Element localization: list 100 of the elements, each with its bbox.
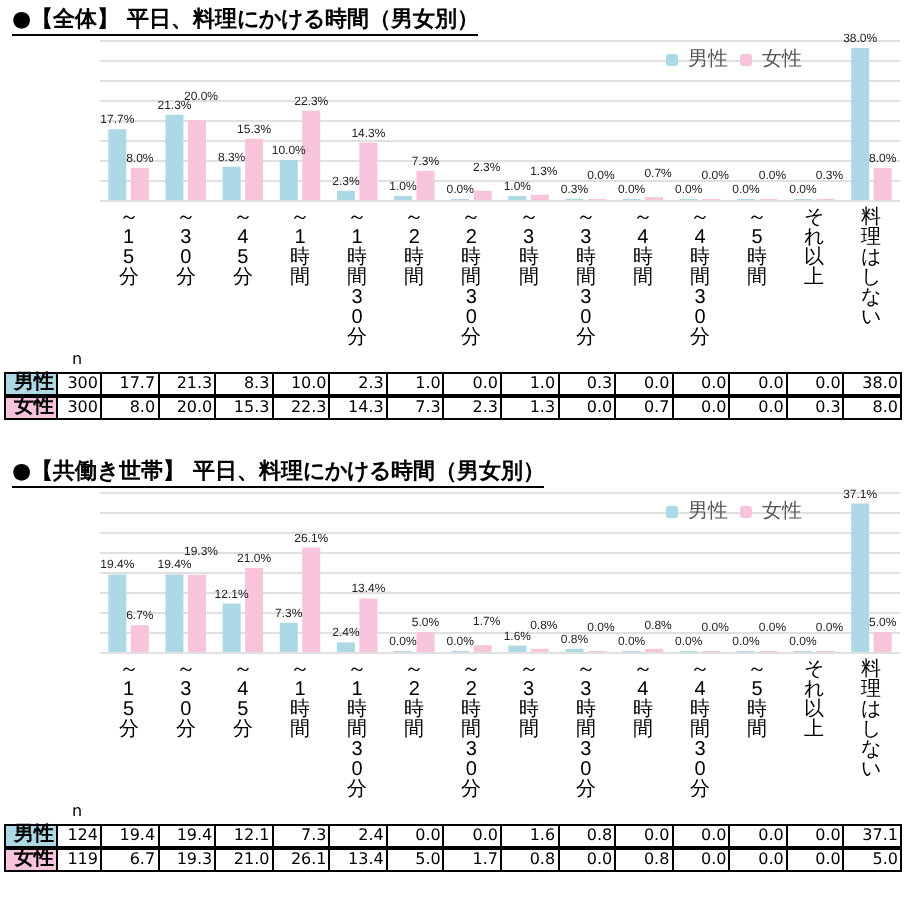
text: 0.0 — [442, 372, 502, 396]
bar — [851, 48, 870, 200]
x-tick-label: ～2時間 — [404, 659, 425, 741]
text: 0.0 — [671, 372, 731, 396]
x-tick-label: ～1時間 — [290, 207, 310, 289]
text: 5.0 — [385, 848, 445, 872]
text: 300 — [56, 372, 102, 396]
text: 0.0 — [728, 396, 788, 420]
bar — [245, 568, 264, 652]
x-tick-label: ～15分 — [118, 659, 139, 741]
x-tick-label: ～45分 — [232, 207, 253, 289]
text: 0.0 — [557, 396, 617, 420]
text: 38.0 — [842, 372, 902, 396]
bar — [416, 170, 435, 200]
text: 19.4 — [157, 824, 217, 848]
text: 0.0 — [785, 372, 845, 396]
bar — [359, 598, 378, 652]
bar — [473, 645, 492, 652]
text: 5.0 — [842, 848, 902, 872]
legend-label: 女性 — [762, 47, 802, 71]
bar — [851, 503, 870, 652]
text: n — [72, 802, 83, 820]
x-tick-label: ～3時間 — [518, 659, 539, 741]
text: 12.1 — [214, 824, 274, 848]
text: 1.7 — [442, 848, 502, 872]
text: 17.7 — [100, 372, 160, 396]
text: 1.0 — [385, 372, 445, 396]
bar — [873, 168, 892, 200]
text: 0.0 — [671, 824, 731, 848]
x-tick-label: ～15分 — [118, 207, 139, 289]
bar — [130, 625, 149, 652]
bar — [508, 645, 527, 652]
x-tick-label: ～4時間 — [632, 207, 653, 289]
x-tick-label: ～1時間30分 — [347, 659, 368, 801]
text: 0.8 — [614, 848, 674, 872]
bar — [530, 194, 549, 200]
x-tick-label: ～2時間30分 — [461, 659, 482, 801]
x-tick-label: 料理はしない — [861, 657, 882, 781]
chart-title: ●【共働き世帯】 平日、料理にかける時間（男女別） — [12, 456, 545, 488]
text: 0.0 — [442, 824, 502, 848]
x-tick-label: ～45分 — [232, 659, 253, 741]
bar — [473, 190, 492, 200]
text: 1.0 — [500, 372, 560, 396]
bar — [108, 129, 127, 200]
x-tick-label: ～4時間30分 — [690, 207, 710, 349]
bar — [336, 642, 355, 652]
chart-title: ●【全体】 平日、料理にかける時間（男女別） — [12, 4, 479, 36]
bar — [279, 160, 298, 200]
text: 0.3 — [785, 396, 845, 420]
bar — [222, 603, 241, 652]
bar — [130, 168, 149, 200]
text: 0.0 — [728, 824, 788, 848]
x-tick-label: ～1時間 — [290, 659, 310, 741]
bar — [873, 632, 892, 652]
text: 10.0 — [271, 372, 331, 396]
bar — [302, 547, 321, 652]
text: 0.0 — [785, 848, 845, 872]
x-tick-label: ～4時間30分 — [690, 659, 710, 801]
x-tick-label: ～1時間30分 — [347, 207, 368, 349]
text: 21.3 — [157, 372, 217, 396]
legend-label: 男性 — [688, 47, 728, 71]
text: 15.3 — [214, 396, 274, 420]
text: 0.0 — [785, 824, 845, 848]
bar — [222, 166, 241, 200]
text: 1.6 — [500, 824, 560, 848]
bar — [245, 138, 264, 200]
text: 2.3 — [442, 396, 502, 420]
x-tick-label: ～3時間30分 — [575, 659, 596, 801]
x-tick-label: ～30分 — [175, 659, 196, 741]
x-tick-label: ～2時間 — [404, 207, 425, 289]
bar — [165, 114, 184, 200]
text: 8.0 — [842, 396, 902, 420]
text: 0.3 — [557, 372, 617, 396]
legend-label: 女性 — [762, 499, 802, 523]
text: 0.0 — [671, 848, 731, 872]
bar — [302, 110, 321, 200]
text: 1.3 — [500, 396, 560, 420]
text: 2.3 — [328, 372, 388, 396]
bar — [165, 574, 184, 652]
text: 13.4 — [328, 848, 388, 872]
text: n — [72, 350, 83, 368]
text: 8.3 — [214, 372, 274, 396]
text: 19.4 — [100, 824, 160, 848]
text: 0.0 — [728, 372, 788, 396]
text: 0.0 — [614, 824, 674, 848]
bar — [416, 632, 435, 652]
text: 0.7 — [614, 396, 674, 420]
text: 14.3 — [328, 396, 388, 420]
text: 0.0 — [557, 848, 617, 872]
text: 21.0 — [214, 848, 274, 872]
x-tick-label: ～3時間30分 — [575, 207, 596, 349]
text: 0.0 — [614, 372, 674, 396]
x-tick-label: ～2時間30分 — [461, 207, 482, 349]
x-tick-label: ～5時間 — [747, 207, 768, 289]
text: 119 — [56, 848, 102, 872]
text: 300 — [56, 396, 102, 420]
text: 19.3 — [157, 848, 217, 872]
text: 2.4 — [328, 824, 388, 848]
text: 7.3 — [271, 824, 331, 848]
text: 26.1 — [271, 848, 331, 872]
